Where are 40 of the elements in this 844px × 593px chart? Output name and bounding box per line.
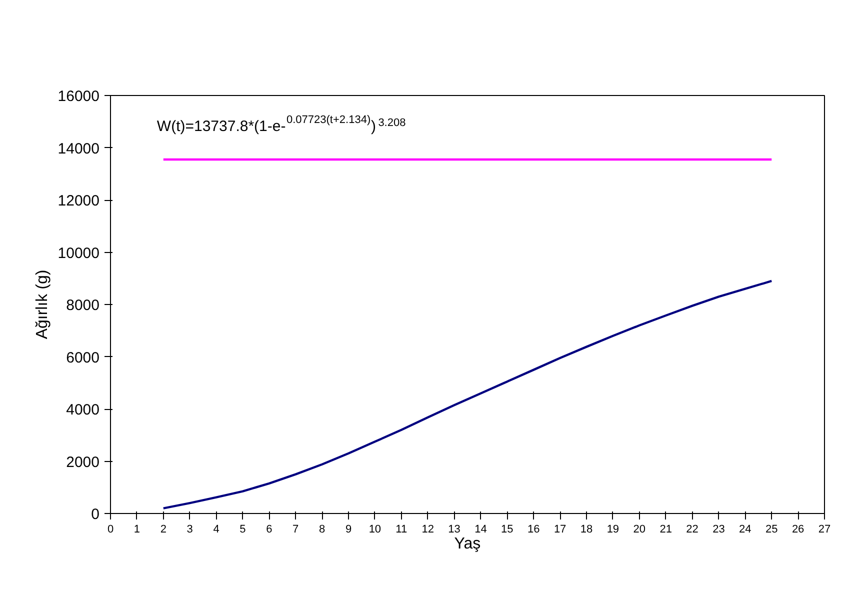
- x-tick-label: 15: [501, 524, 514, 536]
- x-tick-label: 3: [186, 524, 193, 536]
- y-tick-label: 12000: [58, 192, 100, 210]
- x-tick-label: 22: [686, 524, 698, 536]
- y-tick-label: 2000: [66, 454, 100, 471]
- y-tick-label: 0: [91, 506, 100, 523]
- x-tick-label: 25: [765, 524, 778, 536]
- x-tick-label: 11: [396, 524, 408, 536]
- x-tick-label: 14: [474, 524, 487, 536]
- x-tick-label: 19: [606, 524, 620, 536]
- y-tick-label: 10000: [58, 244, 100, 262]
- y-tick-label: 6000: [66, 349, 100, 366]
- x-tick-label: 0: [107, 524, 114, 536]
- x-tick-label: 23: [712, 524, 725, 536]
- x-tick-label: 27: [818, 524, 831, 536]
- x-tick-label: 7: [292, 524, 299, 536]
- x-tick-label: 8: [318, 524, 326, 536]
- x-tick-label: 24: [739, 524, 752, 536]
- x-tick-label: 10: [368, 524, 382, 536]
- x-tick-label: 13: [448, 524, 460, 536]
- y-tick-label: 14000: [58, 140, 100, 158]
- x-tick-label: 18: [580, 524, 593, 536]
- x-tick-label: 6: [266, 524, 272, 536]
- x-tick-label: 2: [160, 524, 166, 536]
- x-tick-label: 21: [660, 524, 672, 536]
- x-tick-label: 26: [792, 524, 804, 536]
- x-axis-title: Yaş: [454, 536, 481, 552]
- y-tick-label: 16000: [58, 88, 100, 105]
- x-tick-label: 9: [345, 524, 352, 536]
- x-tick-label: 12: [422, 524, 434, 536]
- x-tick-label: 16: [527, 524, 540, 536]
- y-tick-label: 4000: [66, 402, 100, 418]
- x-tick-label: 17: [554, 524, 566, 536]
- line-series: [162, 280, 773, 510]
- x-tick-label: 20: [633, 524, 646, 536]
- y-tick-label: 8000: [66, 297, 100, 314]
- x-tick-label: 5: [240, 524, 246, 536]
- y-axis-title: Ağırlık (g): [34, 270, 51, 340]
- x-tick-label: 4: [213, 524, 220, 536]
- x-tick-label: 1: [134, 524, 140, 536]
